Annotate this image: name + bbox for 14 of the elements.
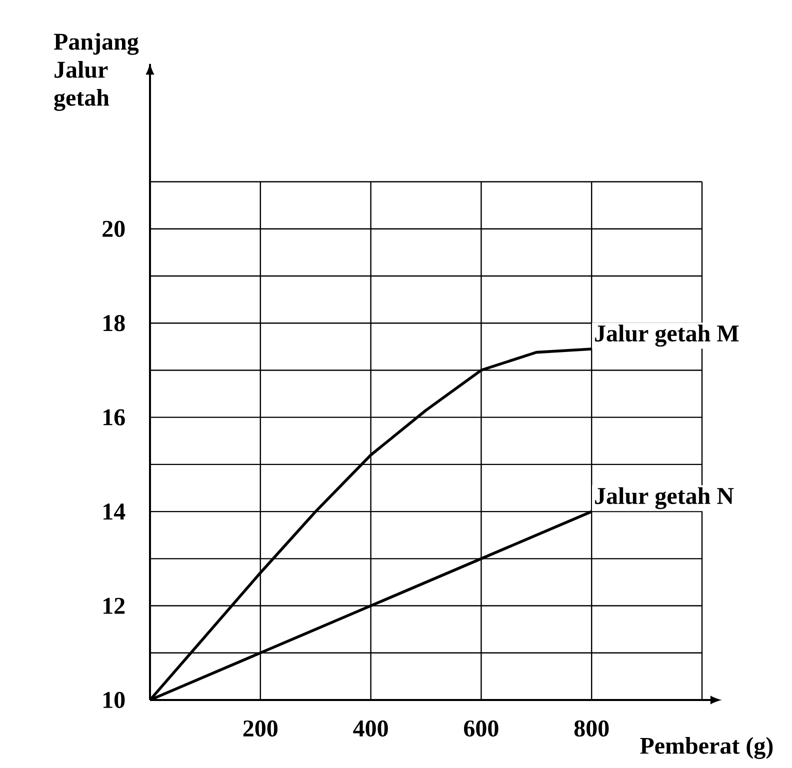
x-tick-label: 600	[464, 720, 498, 737]
series-label: Jalur getah N	[595, 487, 734, 510]
y-tick-label: 14	[104, 504, 126, 520]
y-axis-title: Panjang Jalur getah	[54, 32, 139, 111]
y-tick-label: 16	[104, 409, 125, 426]
y-tick-label: 10	[104, 692, 125, 708]
y-tick-label: 12	[104, 598, 125, 614]
x-tick-label: 800	[574, 720, 609, 737]
y-tick-label: 20	[102, 220, 125, 237]
x-axis-title: Pemberat (g)	[640, 737, 773, 759]
series-label: Jalur getah M	[595, 324, 739, 347]
x-tick-label: 400	[353, 720, 388, 737]
y-tick-label: 18	[104, 315, 125, 332]
x-tick-label: 200	[243, 720, 278, 737]
